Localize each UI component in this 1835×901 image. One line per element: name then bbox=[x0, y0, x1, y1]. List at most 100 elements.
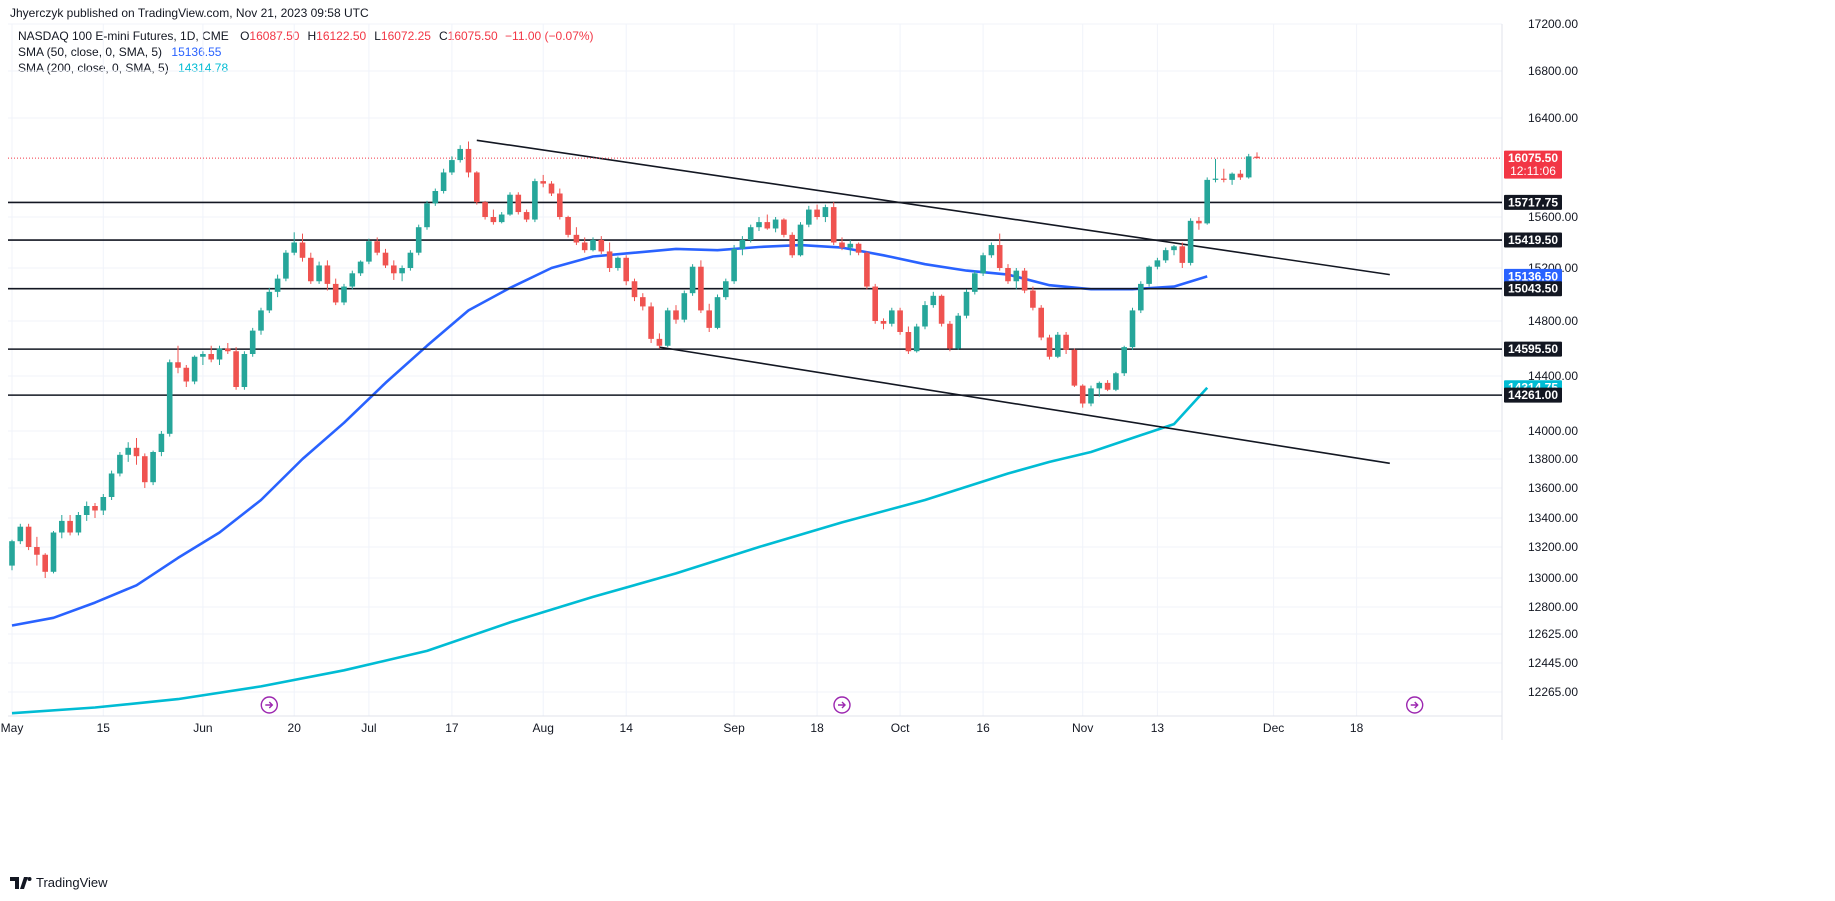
candle-body-102 bbox=[855, 243, 862, 253]
candle-body-72 bbox=[606, 251, 613, 268]
candle-body-137 bbox=[1146, 266, 1152, 284]
candle-body-104 bbox=[872, 286, 878, 321]
candle-body-93 bbox=[781, 219, 787, 235]
candle-body-4 bbox=[42, 554, 48, 572]
footer-brand: TradingView bbox=[10, 875, 108, 890]
candle-body-89 bbox=[747, 227, 754, 240]
y-tick-label-1: 16800.00 bbox=[1528, 64, 1578, 78]
price-label-bg-2 bbox=[1504, 232, 1562, 248]
candle-body-48 bbox=[407, 252, 414, 268]
candle-body-133 bbox=[1113, 373, 1119, 390]
candle-body-124 bbox=[1038, 307, 1044, 338]
candle-body-119 bbox=[996, 245, 1003, 268]
candle-body-92 bbox=[772, 219, 779, 229]
candle-body-32 bbox=[274, 278, 281, 292]
candle-body-95 bbox=[797, 224, 804, 256]
x-tick-label-12: Nov bbox=[1072, 721, 1093, 735]
candle-body-113 bbox=[947, 323, 953, 349]
candle-body-83 bbox=[698, 266, 704, 311]
candle-body-33 bbox=[283, 252, 289, 279]
candle-body-9 bbox=[83, 506, 90, 515]
candle-body-18 bbox=[158, 433, 165, 452]
candle-body-120 bbox=[1005, 268, 1011, 282]
price-label-bg-3 bbox=[1504, 268, 1562, 284]
candle-body-43 bbox=[366, 241, 372, 262]
candle-body-136 bbox=[1138, 283, 1144, 311]
candle-body-132 bbox=[1104, 382, 1111, 390]
candle-body-85 bbox=[714, 297, 721, 328]
x-tick-label-11: 16 bbox=[976, 721, 990, 735]
candle-body-53 bbox=[449, 160, 455, 173]
symbol-legend: NASDAQ 100 E-mini Futures, 1D, CME O1608… bbox=[18, 29, 594, 43]
candle-body-36 bbox=[308, 257, 314, 282]
candle-body-56 bbox=[474, 172, 480, 203]
candle-body-15 bbox=[133, 447, 140, 457]
candle-body-90 bbox=[756, 222, 762, 228]
candle-body-3 bbox=[34, 547, 40, 555]
candle-body-131 bbox=[1096, 382, 1103, 389]
sma50-line bbox=[11, 243, 1208, 627]
y-tick-label-9: 13600.00 bbox=[1528, 481, 1578, 495]
candle-body-79 bbox=[664, 310, 671, 346]
sma50-legend[interactable]: SMA (50, close, 0, SMA, 5) 15136.55 bbox=[18, 45, 221, 59]
candle-body-140 bbox=[1171, 246, 1177, 251]
price-label-bg-5 bbox=[1504, 341, 1562, 357]
candle-body-21 bbox=[183, 367, 190, 382]
candle-body-94 bbox=[789, 234, 795, 256]
x-tick-label-8: Sep bbox=[723, 721, 745, 735]
x-tick-label-15: 18 bbox=[1350, 721, 1364, 735]
candle-body-81 bbox=[681, 293, 688, 320]
candle-body-107 bbox=[897, 310, 903, 332]
candle-body-86 bbox=[723, 281, 729, 298]
y-tick-label-2: 16400.00 bbox=[1528, 111, 1578, 125]
candle-body-69 bbox=[581, 242, 588, 251]
candle-body-10 bbox=[92, 506, 98, 511]
candle-body-91 bbox=[764, 222, 771, 229]
candle-body-1 bbox=[17, 526, 24, 542]
candle-body-88 bbox=[739, 239, 746, 249]
candle-body-64 bbox=[540, 181, 546, 184]
candle-body-105 bbox=[880, 321, 887, 324]
candle-body-101 bbox=[847, 243, 854, 248]
candle-body-76 bbox=[640, 297, 646, 307]
candle-body-150 bbox=[1254, 156, 1260, 159]
candle-body-121 bbox=[1013, 270, 1020, 282]
candle-body-139 bbox=[1162, 250, 1169, 261]
candle-body-38 bbox=[324, 265, 331, 284]
candle-body-55 bbox=[465, 148, 472, 173]
candle-body-122 bbox=[1021, 270, 1028, 291]
price-label-3: 15136.50 bbox=[1508, 269, 1558, 283]
candle-body-5 bbox=[50, 532, 57, 572]
candle-body-145 bbox=[1212, 178, 1219, 180]
ohlc-label-l: L bbox=[374, 29, 381, 43]
y-tick-label-10: 13400.00 bbox=[1528, 511, 1578, 525]
candle-body-149 bbox=[1245, 156, 1252, 178]
y-tick-label-0: 17200.00 bbox=[1528, 17, 1578, 31]
candle-body-57 bbox=[482, 202, 488, 217]
candle-body-78 bbox=[656, 338, 663, 346]
x-tick-label-2: Jun bbox=[193, 721, 212, 735]
candle-body-123 bbox=[1030, 290, 1036, 308]
candle-body-68 bbox=[573, 234, 580, 243]
y-tick-label-16: 12265.00 bbox=[1528, 685, 1578, 699]
candle-body-103 bbox=[864, 252, 870, 287]
candle-body-106 bbox=[889, 310, 895, 324]
candle-body-80 bbox=[673, 310, 679, 320]
candle-body-146 bbox=[1221, 178, 1227, 180]
candle-body-97 bbox=[814, 209, 820, 217]
candle-body-84 bbox=[706, 310, 712, 328]
candle-body-62 bbox=[523, 212, 530, 220]
candle-body-142 bbox=[1187, 220, 1194, 263]
candle-body-27 bbox=[233, 351, 239, 387]
price-label-bg-1 bbox=[1504, 194, 1562, 210]
candle-body-87 bbox=[731, 248, 737, 282]
tradingview-logo-icon bbox=[10, 876, 32, 889]
price-label-4: 15043.50 bbox=[1508, 282, 1558, 296]
candle-body-54 bbox=[457, 148, 463, 161]
candle-body-8 bbox=[75, 515, 82, 533]
trendline-0 bbox=[476, 139, 1390, 276]
candle-body-34 bbox=[291, 242, 297, 253]
price-label-2: 15419.50 bbox=[1508, 233, 1558, 247]
candle-body-115 bbox=[963, 291, 970, 316]
